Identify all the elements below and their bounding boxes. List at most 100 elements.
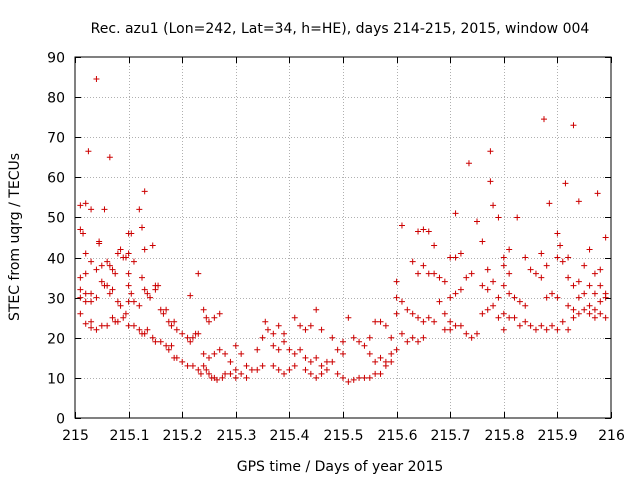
data-point <box>372 358 379 365</box>
data-point <box>425 228 432 235</box>
data-point <box>415 270 422 277</box>
data-point <box>570 306 577 313</box>
data-point <box>382 322 389 329</box>
data-point <box>93 76 100 83</box>
data-point <box>125 298 132 305</box>
y-tick-label: 30 <box>47 292 65 308</box>
data-point <box>211 350 218 357</box>
chart-title: Rec. azu1 (Lon=242, Lat=34, h=HE), days … <box>91 21 590 37</box>
data-point <box>206 318 212 325</box>
data-point <box>155 282 162 289</box>
data-point <box>479 310 486 317</box>
data-point <box>511 314 518 321</box>
data-point <box>452 210 459 217</box>
data-point <box>420 226 427 233</box>
data-point <box>313 374 320 381</box>
data-point <box>96 240 103 247</box>
data-point <box>77 226 84 233</box>
data-point <box>487 178 494 185</box>
data-point <box>184 362 191 369</box>
data-point <box>431 242 438 249</box>
data-point <box>117 302 124 309</box>
data-point <box>393 278 400 285</box>
data-point <box>297 346 304 353</box>
data-point <box>313 306 320 313</box>
data-point <box>415 314 422 321</box>
data-point <box>431 318 438 325</box>
data-point <box>286 346 293 353</box>
data-point <box>329 358 336 365</box>
data-point <box>575 310 582 317</box>
x-tick-label: 215.1 <box>109 428 149 444</box>
data-point <box>112 270 119 277</box>
data-point <box>82 270 89 277</box>
data-point <box>101 206 108 213</box>
data-point <box>106 154 113 161</box>
data-point <box>144 290 151 297</box>
x-tick-label: 215 <box>62 428 89 444</box>
data-point <box>495 314 502 321</box>
data-point <box>356 374 363 381</box>
data-point <box>562 180 569 187</box>
data-point <box>152 338 159 345</box>
x-tick-label: 215.4 <box>269 428 309 444</box>
data-point <box>291 362 298 369</box>
data-point <box>415 338 422 345</box>
data-point <box>361 342 368 349</box>
data-point <box>340 350 346 357</box>
data-point <box>248 366 255 373</box>
x-tick-label: 215.2 <box>162 428 202 444</box>
data-point <box>77 294 84 301</box>
data-point <box>436 298 443 305</box>
y-tick-label: 80 <box>47 91 65 107</box>
data-point <box>270 330 277 337</box>
data-point <box>275 322 282 329</box>
data-point <box>388 334 395 341</box>
data-point <box>141 286 148 293</box>
data-point <box>474 330 480 337</box>
data-point <box>136 326 143 333</box>
data-point <box>270 342 277 349</box>
data-point <box>206 354 212 361</box>
data-point <box>302 354 309 361</box>
data-point <box>441 310 448 317</box>
data-point <box>559 258 566 265</box>
data-point <box>106 290 113 297</box>
data-point <box>495 294 502 301</box>
data-point <box>179 358 186 365</box>
data-point <box>139 224 145 231</box>
data-point <box>238 370 245 377</box>
data-point <box>163 342 170 349</box>
data-point <box>602 234 609 241</box>
data-point <box>77 202 84 209</box>
data-point <box>211 314 218 321</box>
data-point <box>168 322 175 329</box>
data-point <box>109 286 116 293</box>
data-point <box>200 362 207 369</box>
data-point <box>189 334 196 341</box>
data-point <box>546 200 553 207</box>
data-point <box>431 270 438 277</box>
data-point <box>602 314 609 321</box>
data-point <box>98 278 105 285</box>
data-point <box>447 318 454 325</box>
data-point <box>441 326 448 333</box>
data-point <box>160 310 167 317</box>
y-axis-label: STEC from uqrg / TECUs <box>7 153 23 321</box>
data-point <box>80 230 87 237</box>
data-point <box>398 330 405 337</box>
data-point <box>516 322 523 329</box>
data-point <box>372 370 379 377</box>
data-point <box>206 370 212 377</box>
data-point <box>165 318 172 325</box>
data-point <box>447 326 454 333</box>
data-point <box>275 346 282 353</box>
data-point <box>254 346 261 353</box>
data-point <box>557 242 564 249</box>
data-point <box>88 324 95 331</box>
data-point <box>334 346 341 353</box>
data-point <box>581 306 588 313</box>
data-point <box>141 188 148 195</box>
data-point <box>538 250 545 257</box>
